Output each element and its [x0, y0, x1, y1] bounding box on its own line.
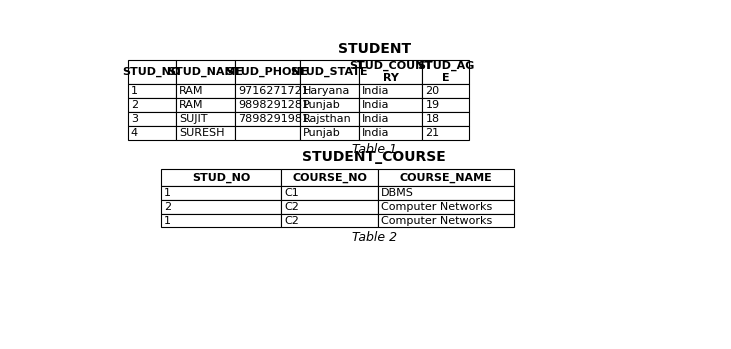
Bar: [235, 60, 300, 84]
Bar: [423, 60, 469, 84]
Bar: [423, 126, 469, 140]
Bar: [176, 126, 235, 140]
Bar: [281, 214, 378, 228]
Bar: [423, 84, 469, 98]
Bar: [300, 126, 359, 140]
Text: STUD_AG
E: STUD_AG E: [417, 61, 474, 83]
Bar: [378, 214, 514, 228]
Bar: [235, 98, 300, 112]
Bar: [281, 200, 378, 214]
Text: COURSE_NO: COURSE_NO: [292, 172, 367, 183]
Bar: [359, 126, 423, 140]
Text: Table 2: Table 2: [352, 231, 397, 244]
Text: C2: C2: [284, 216, 299, 225]
Bar: [300, 84, 359, 98]
Bar: [235, 126, 300, 140]
Bar: [281, 169, 378, 186]
Text: India: India: [362, 114, 390, 124]
Text: 1: 1: [164, 188, 171, 198]
Text: RAM: RAM: [179, 86, 203, 96]
Bar: [359, 84, 423, 98]
Bar: [235, 84, 300, 98]
Text: 2: 2: [131, 100, 138, 110]
Text: Table 1: Table 1: [352, 143, 397, 156]
Bar: [161, 214, 281, 228]
Bar: [161, 186, 281, 200]
Bar: [176, 98, 235, 112]
Bar: [128, 126, 176, 140]
Text: 21: 21: [425, 128, 439, 138]
Bar: [300, 60, 359, 84]
Bar: [300, 112, 359, 126]
Text: SURESH: SURESH: [179, 128, 224, 138]
Bar: [423, 98, 469, 112]
Text: India: India: [362, 100, 390, 110]
Text: STUDENT_COURSE: STUDENT_COURSE: [303, 150, 446, 164]
Text: India: India: [362, 86, 390, 96]
Text: RAM: RAM: [179, 100, 203, 110]
Bar: [235, 112, 300, 126]
Text: C1: C1: [284, 188, 299, 198]
Bar: [378, 169, 514, 186]
Text: Punjab: Punjab: [303, 128, 341, 138]
Text: 19: 19: [425, 100, 439, 110]
Bar: [128, 84, 176, 98]
Text: STUD_STATE: STUD_STATE: [290, 67, 368, 77]
Bar: [161, 169, 281, 186]
Text: SUJIT: SUJIT: [179, 114, 208, 124]
Bar: [128, 112, 176, 126]
Bar: [359, 112, 423, 126]
Text: 2: 2: [164, 202, 171, 211]
Text: 4: 4: [131, 128, 138, 138]
Text: 1: 1: [131, 86, 138, 96]
Text: 9716271721: 9716271721: [238, 86, 308, 96]
Text: Computer Networks: Computer Networks: [382, 216, 493, 225]
Text: STUD_COUNT
RY: STUD_COUNT RY: [349, 61, 432, 83]
Bar: [423, 112, 469, 126]
Bar: [161, 200, 281, 214]
Text: India: India: [362, 128, 390, 138]
Bar: [128, 60, 176, 84]
Text: 1: 1: [164, 216, 171, 225]
Text: Haryana: Haryana: [303, 86, 350, 96]
Bar: [359, 98, 423, 112]
Text: C2: C2: [284, 202, 299, 211]
Bar: [359, 60, 423, 84]
Bar: [300, 98, 359, 112]
Text: STUDENT: STUDENT: [338, 42, 411, 56]
Text: Computer Networks: Computer Networks: [382, 202, 493, 211]
Text: Punjab: Punjab: [303, 100, 341, 110]
Text: STUD_NO: STUD_NO: [123, 67, 181, 77]
Text: 9898291281: 9898291281: [238, 100, 309, 110]
Bar: [176, 60, 235, 84]
Bar: [378, 186, 514, 200]
Text: 18: 18: [425, 114, 439, 124]
Bar: [281, 186, 378, 200]
Bar: [176, 112, 235, 126]
Text: 3: 3: [131, 114, 138, 124]
Text: DBMS: DBMS: [382, 188, 414, 198]
Bar: [176, 84, 235, 98]
Text: Rajsthan: Rajsthan: [303, 114, 352, 124]
Text: STUD_NAME: STUD_NAME: [167, 67, 243, 77]
Text: 20: 20: [425, 86, 439, 96]
Bar: [378, 200, 514, 214]
Bar: [128, 98, 176, 112]
Text: STUD_NO: STUD_NO: [192, 172, 250, 183]
Text: STUD_PHONE: STUD_PHONE: [226, 67, 309, 77]
Text: COURSE_NAME: COURSE_NAME: [400, 172, 492, 183]
Text: 7898291981: 7898291981: [238, 114, 309, 124]
